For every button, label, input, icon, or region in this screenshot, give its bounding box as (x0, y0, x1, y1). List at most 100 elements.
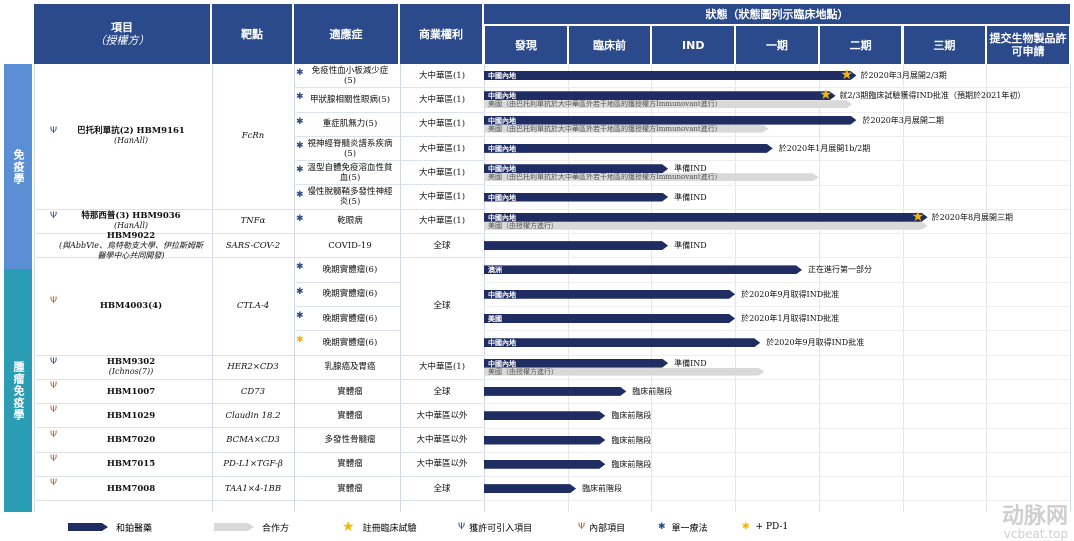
indication-cell: 免疫性血小板減少症(5) (294, 64, 400, 89)
target-cell: HER2×CD3 (212, 356, 294, 380)
indication-cell: 實體瘤 (294, 477, 400, 502)
rights-cell: 大中華區(1) (400, 113, 484, 137)
target-cell: CD73 (212, 380, 294, 405)
progress-bar-region: 中國內地 (488, 338, 516, 348)
project-cell: HBM9022 (與AbbVie、烏特勒支大學、伊拉斯姆斯醫學中心共同開發) (34, 231, 212, 260)
header-project-label: 項目 (111, 21, 133, 34)
mono-icon: ✱ (658, 522, 666, 532)
progress-bar: 中國內地 (484, 91, 836, 100)
project-cell: HBM7020 (34, 429, 212, 453)
header-stage-phase2: 二期 (819, 26, 902, 64)
progress-bar-region: 中國內地 (488, 289, 516, 299)
project-name: HBM7020 (106, 435, 156, 446)
partner-bar-label: 美國（由授權方進行） (488, 221, 558, 230)
legend-licensed: Ψ 獲許可引入項目 (458, 520, 532, 534)
column-divider (294, 64, 295, 512)
row-divider (484, 281, 1070, 283)
column-divider (484, 64, 485, 512)
rights-cell: 大中華區(1) (400, 88, 484, 113)
progress-bar-region: 中國內地 (488, 212, 516, 222)
progress-bar-region: 中國內地 (488, 192, 516, 202)
progress-note: 準備IND (674, 192, 707, 202)
rights-cell: 大中華區(1) (400, 186, 484, 210)
progress-bar-region: 中國內地 (488, 115, 516, 125)
target-cell: BCMA×CD3 (212, 429, 294, 453)
row-divider (484, 451, 1070, 453)
progress-note: 臨床前階段 (611, 411, 652, 421)
mono-icon: ✱ (296, 189, 304, 200)
target-cell: TNFα (212, 210, 294, 235)
star-icon: ★ (342, 519, 355, 535)
rights-cell: 全球 (400, 258, 484, 356)
legend-mono: ✱ 單一療法 (658, 520, 708, 534)
header-stage-phase3: 三期 (903, 26, 986, 64)
partner-bar: 美國（由巴托利單抗於大中華區外若干地區的獲授權方Immunovant進行） (484, 125, 769, 133)
project-name: 特那西普(3) HBM9036 (81, 211, 181, 222)
rights-cell: 大中華區(1) (400, 161, 484, 186)
indication-cell: 實體瘤 (294, 453, 400, 478)
partner-bar-label: 美國（由巴托利單抗於大中華區外若干地區的獲授權方Immunovant進行） (488, 124, 722, 133)
stage-gridline (567, 64, 569, 512)
row-divider (484, 257, 1070, 259)
row-divider (484, 208, 1070, 210)
mono-icon: ✱ (296, 116, 304, 127)
indication-cell: COVID-19 (294, 234, 400, 259)
progress-note: 於2020年3月展開二期 (862, 115, 944, 125)
project-licensor: (Ichnos(7)) (108, 367, 154, 377)
progress-bar-region: 中國內地 (488, 164, 516, 174)
mono-icon: ✱ (296, 311, 304, 321)
progress-bar: 中國內地 (484, 164, 668, 173)
progress-bar: 中國內地 (484, 116, 856, 125)
partner-bar-label: 美國（由授權方進行） (488, 367, 558, 376)
header-rights: 商業權利 (400, 4, 482, 64)
rights-cell: 大中華區(1) (400, 210, 484, 235)
watermark-main: 动脉网 (1001, 504, 1068, 529)
legend-partner-label: 合作方 (262, 523, 290, 534)
progress-note: 準備IND (674, 358, 707, 368)
header-stage-preclinical: 臨床前 (568, 26, 651, 64)
pd1-icon: ✱ (296, 335, 304, 346)
rights-cell: 全球 (400, 380, 484, 405)
legend-partner: 合作方 (214, 520, 289, 534)
column-divider (1070, 64, 1071, 512)
progress-bar-region: 中國內地 (488, 91, 516, 101)
legend-own-label: 和鉑醫藥 (116, 523, 153, 534)
progress-note: 臨床前階段 (582, 484, 623, 494)
partner-bar: 美國（由巴托利單抗於大中華區外若干地區的獲授權方Immunovant進行） (484, 100, 852, 108)
progress-bar (484, 241, 668, 250)
row-divider (484, 184, 1070, 186)
row-divider (484, 403, 1070, 405)
partner-bar-label: 美國（由巴托利單抗於大中華區外若干地區的獲授權方Immunovant進行） (488, 100, 722, 109)
progress-bar (484, 387, 626, 396)
column-divider (34, 64, 35, 512)
progress-note: 於2020年1月展開1b/2期 (778, 143, 871, 153)
progress-note: 臨床前階段 (611, 459, 652, 469)
target-cell: CTLA-4 (212, 258, 294, 356)
column-divider (400, 64, 401, 512)
rights-cell: 大中華區(1) (400, 356, 484, 380)
indication-cell: 慢性脫髓鞘多發性神經炎(5) (294, 186, 400, 210)
legend-own: 和鉑醫藥 (68, 520, 152, 534)
header-stage-discovery: 發現 (485, 26, 567, 64)
mono-icon: ✱ (296, 68, 304, 78)
header-stage-phase1: 一期 (736, 26, 818, 64)
column-divider (212, 64, 213, 512)
project-cell: HBM4003(4) (34, 258, 212, 356)
row-divider (484, 160, 1070, 162)
target-cell: TAA1×4-1BB (212, 477, 294, 502)
indication-cell: 甲狀腺相關性眼病(5) (294, 88, 400, 113)
indication-cell: 乾眼病 (294, 210, 400, 235)
star-icon: ★ (911, 208, 925, 225)
header-project: 項目 （授權方） (34, 4, 210, 64)
progress-note: 準備IND (674, 241, 707, 251)
row-divider (484, 330, 1070, 332)
project-cell: 巴托利單抗(2) HBM9161 (HanAll) (34, 64, 212, 210)
progress-bar: 中國內地 (484, 71, 856, 80)
project-cell: HBM7008 (34, 477, 212, 502)
target-cell: Claudin 18.2 (212, 404, 294, 429)
progress-bar-region: 澳洲 (488, 265, 502, 275)
stage-gridline (902, 64, 904, 512)
row-divider (484, 87, 1070, 89)
legend-pd1: ✱ + PD-1 (742, 520, 788, 534)
row-divider (484, 476, 1070, 478)
